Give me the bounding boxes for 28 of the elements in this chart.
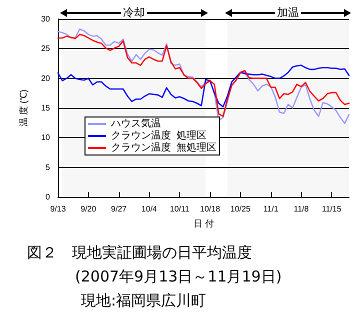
y-tick-label: 5 [46,162,51,172]
legend-label: クラウン温度 無処理区 [111,142,217,154]
y-tick-label: 10 [41,133,51,142]
text: 図２ 現地実証圃場の日平均温度 [27,244,252,262]
x-axis-title: 日 付 [193,218,214,228]
x-tick-label: 9/20 [80,204,97,214]
x-tick-label: 10/11 [170,204,190,214]
x-tick-label: 9/27 [111,204,128,214]
y-axis-title: 温 度 (℃) [18,90,28,126]
x-tick-label: 10/4 [141,204,158,214]
band-label: 加温 [275,6,302,19]
x-tick-label: 11/15 [322,204,342,214]
legend-label: クラウン温度 処理区 [111,130,207,142]
band-label: 冷却 [121,6,147,19]
x-tick-label: 9/13 [50,204,66,214]
y-tick-label: 30 [41,14,51,24]
y-tick-label: 25 [41,44,51,54]
text: 現地:福岡県広川町 [81,292,206,310]
legend-label: ハウス気温 [110,118,161,130]
text: (2007年9月13日～11月19日) [75,268,282,286]
x-tick-label: 10/25 [230,204,251,214]
line-series [57,64,350,108]
y-tick-label: 20 [41,74,51,83]
y-tick-label: 15 [41,104,51,112]
x-tick-label: 11/8 [294,204,310,214]
x-tick-label: 10/18 [200,204,221,214]
y-tick-label: 0 [46,192,51,202]
x-tick-label: 11/1 [263,204,279,214]
